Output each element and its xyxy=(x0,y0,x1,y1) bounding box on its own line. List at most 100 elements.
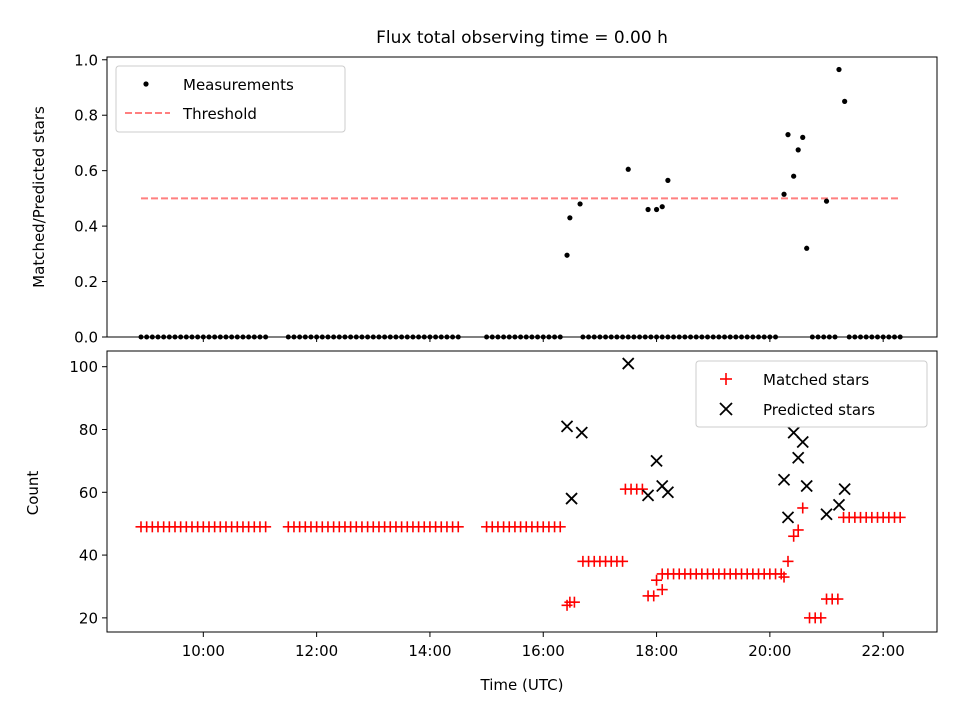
measurement-point xyxy=(653,206,660,213)
bottom-y-tick-label: 60 xyxy=(79,484,98,502)
measurement-point xyxy=(382,334,388,340)
measurement-point xyxy=(826,334,832,340)
matched-star-point xyxy=(838,511,850,523)
measurement-point xyxy=(739,334,745,340)
measurement-point xyxy=(342,334,348,340)
predicted-star-point xyxy=(800,479,813,493)
measurement-point xyxy=(416,334,422,340)
measurement-point xyxy=(393,334,399,340)
predicted-star-point xyxy=(796,435,809,449)
measurement-point xyxy=(557,334,563,340)
measurement-point xyxy=(625,334,631,340)
matched-star-point xyxy=(815,612,827,624)
measurement-point xyxy=(246,334,252,340)
measurement-point xyxy=(665,177,671,183)
bottom-y-axis-label: Count xyxy=(24,471,42,516)
bottom-x-tick-label: 20:00 xyxy=(748,642,791,660)
legend-threshold-label: Threshold xyxy=(182,105,257,123)
top-y-tick-label: 0.0 xyxy=(74,329,98,347)
measurement-point xyxy=(212,334,218,340)
measurement-point xyxy=(348,334,354,340)
matched-star-point xyxy=(778,571,790,583)
bottom-x-tick-label: 14:00 xyxy=(408,642,451,660)
measurement-point xyxy=(166,334,172,340)
measurement-point xyxy=(229,334,235,340)
measurement-point xyxy=(567,215,573,221)
predicted-star-point xyxy=(560,420,574,433)
measurement-point xyxy=(791,173,797,179)
measurement-point xyxy=(863,334,869,340)
measurement-point xyxy=(206,334,212,340)
measurement-point xyxy=(580,334,586,340)
matched-star-point xyxy=(452,521,464,533)
top-y-tick-label: 0.8 xyxy=(74,107,98,125)
measurement-point xyxy=(821,334,827,340)
measurement-point xyxy=(886,334,892,340)
measurement-point xyxy=(892,334,898,340)
measurement-point xyxy=(809,334,815,340)
measurement-point xyxy=(880,334,886,340)
measurement-point xyxy=(897,334,903,340)
measurement-point xyxy=(263,334,269,340)
predicted-star-point xyxy=(622,357,635,370)
measurement-point xyxy=(603,334,609,340)
measurement-point xyxy=(642,334,648,340)
measurement-point xyxy=(523,334,529,340)
legend-measurements-marker xyxy=(143,81,149,87)
top-y-tick-label: 0.4 xyxy=(74,218,98,236)
matched-star-point xyxy=(788,530,800,542)
measurement-point xyxy=(359,334,365,340)
top-y-tick-label: 0.6 xyxy=(74,162,98,180)
measurement-point xyxy=(804,245,810,251)
measurement-point xyxy=(433,334,439,340)
measurement-point xyxy=(744,334,750,340)
measurement-point xyxy=(251,334,257,340)
measurement-point xyxy=(325,334,331,340)
measurement-point xyxy=(240,334,246,340)
measurement-point xyxy=(682,334,688,340)
measurement-point xyxy=(654,334,660,340)
measurement-point xyxy=(733,334,739,340)
measurement-point xyxy=(365,334,371,340)
measurement-point xyxy=(387,334,393,340)
measurement-point xyxy=(495,334,501,340)
measurement-point xyxy=(506,334,512,340)
bottom-y-tick-label: 100 xyxy=(69,358,98,376)
measurement-point xyxy=(149,334,155,340)
measurement-point xyxy=(308,334,314,340)
measurement-point xyxy=(645,206,651,213)
legend-predicted-stars-label: Predicted stars xyxy=(763,401,875,419)
measurement-point xyxy=(781,191,787,197)
bottom-axes-frame xyxy=(106,350,938,633)
bottom-x-tick-label: 12:00 xyxy=(295,642,338,660)
bottom-x-tick-label: 22:00 xyxy=(862,642,905,660)
measurement-point xyxy=(591,334,597,340)
predicted-star-point xyxy=(641,489,655,502)
measurement-point xyxy=(722,334,728,340)
predicted-star-point xyxy=(838,483,851,496)
measurement-point xyxy=(577,201,583,207)
measurement-point xyxy=(376,334,382,340)
measurement-point xyxy=(699,334,705,340)
measurement-point xyxy=(564,252,570,258)
measurement-point xyxy=(223,334,229,340)
measurement-point xyxy=(144,334,150,340)
measurement-point xyxy=(688,334,694,340)
measurement-point xyxy=(546,334,552,340)
measurement-point xyxy=(161,334,167,340)
top-y-tick-label: 1.0 xyxy=(74,51,98,69)
measurement-point xyxy=(665,334,671,340)
predicted-star-point xyxy=(820,508,833,521)
measurement-point xyxy=(438,334,444,340)
measurement-point xyxy=(800,134,806,140)
bottom-x-tick-label: 16:00 xyxy=(522,642,565,660)
measurement-point xyxy=(823,198,830,204)
measurement-point xyxy=(852,334,858,340)
measurement-point xyxy=(399,334,405,340)
matched-star-point xyxy=(797,502,809,514)
measurement-point xyxy=(750,334,756,340)
top-chart-title: Flux total observing time = 0.00 h xyxy=(376,28,668,48)
measurement-point xyxy=(832,334,838,340)
measurement-point xyxy=(138,334,144,340)
